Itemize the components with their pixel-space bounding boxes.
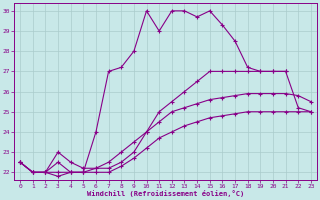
X-axis label: Windchill (Refroidissement éolien,°C): Windchill (Refroidissement éolien,°C) xyxy=(87,190,244,197)
